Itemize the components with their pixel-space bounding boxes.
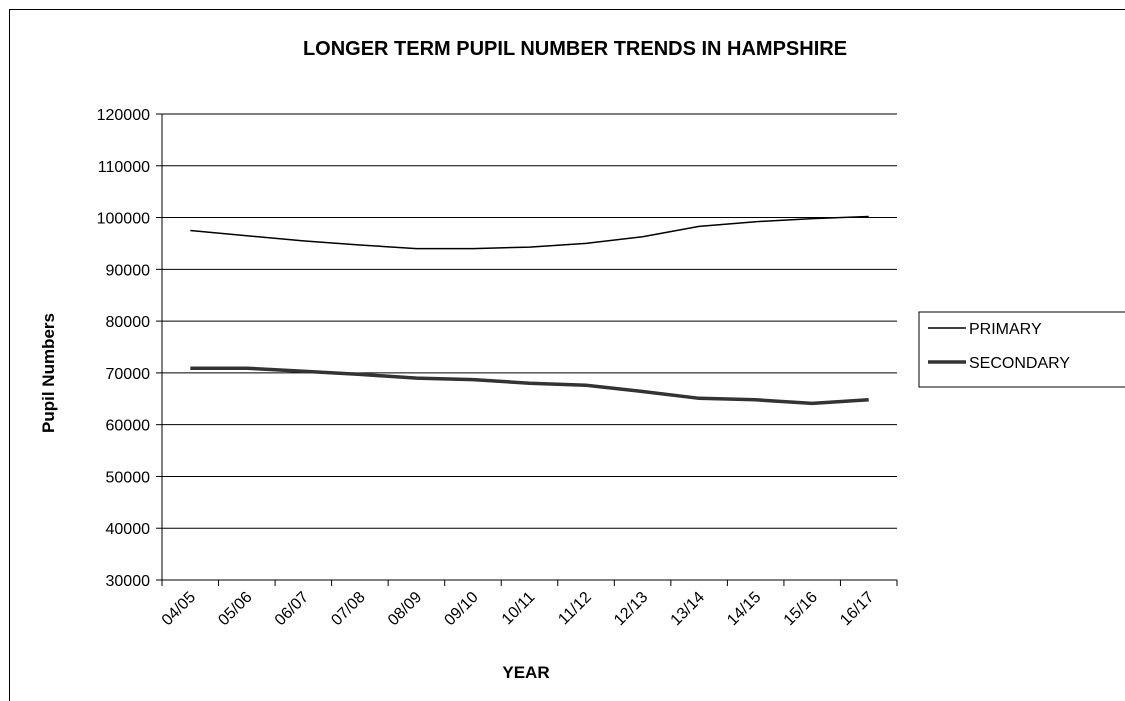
x-tick-label: 09/10: [441, 589, 481, 629]
x-tick-labels: 04/05 05/06 06/07 07/08 08/09 09/10 10/11 11/12…: [159, 589, 878, 629]
x-tick-label: 12/13: [611, 589, 651, 629]
y-tick-label: 120000: [97, 107, 150, 124]
y-tick-label: 90000: [106, 262, 151, 279]
x-tick-label: 13/14: [668, 589, 708, 629]
chart-frame: [9, 9, 1125, 701]
y-tick-label: 40000: [106, 521, 151, 538]
series-line-primary: [190, 215, 869, 250]
x-tick-label: 04/05: [159, 589, 199, 629]
legend-label: PRIMARY: [969, 321, 1042, 338]
x-tick-label: 07/08: [328, 589, 368, 629]
x-tick-label: 08/09: [385, 589, 425, 629]
chart-title: LONGER TERM PUPIL NUMBER TRENDS IN HAMPS…: [303, 38, 847, 60]
y-tick-label: 80000: [106, 314, 151, 331]
x-tick-label: 15/16: [781, 589, 821, 629]
x-axis-title: YEAR: [502, 663, 549, 682]
x-tick-label: 14/15: [724, 589, 764, 629]
y-tick-label: 30000: [106, 573, 151, 590]
y-tick-labels: 30000 40000 50000 60000 70000 80000 90000 10000…: [97, 107, 150, 590]
y-axis-title: Pupil Numbers: [39, 313, 58, 433]
legend-label: SECONDARY: [969, 355, 1070, 372]
series-line-secondary: [190, 366, 869, 406]
legend: PRIMARY SECONDARY: [918, 311, 1125, 388]
y-tick-label: 110000: [98, 159, 150, 176]
x-tick-label: 16/17: [837, 589, 877, 629]
y-tick-label: 100000: [97, 211, 150, 228]
gridlines: [156, 113, 897, 581]
axes: [161, 114, 898, 586]
series-lines: [190, 215, 869, 406]
y-tick-label: 70000: [106, 366, 151, 383]
x-tick-label: 05/06: [215, 589, 255, 629]
x-tick-label: 10/11: [499, 589, 539, 629]
y-tick-label: 60000: [106, 418, 151, 435]
x-tick-label: 11/12: [555, 589, 595, 629]
y-tick-label: 50000: [106, 469, 151, 486]
x-tick-label: 06/07: [272, 589, 312, 629]
legend-box: [918, 311, 1125, 388]
